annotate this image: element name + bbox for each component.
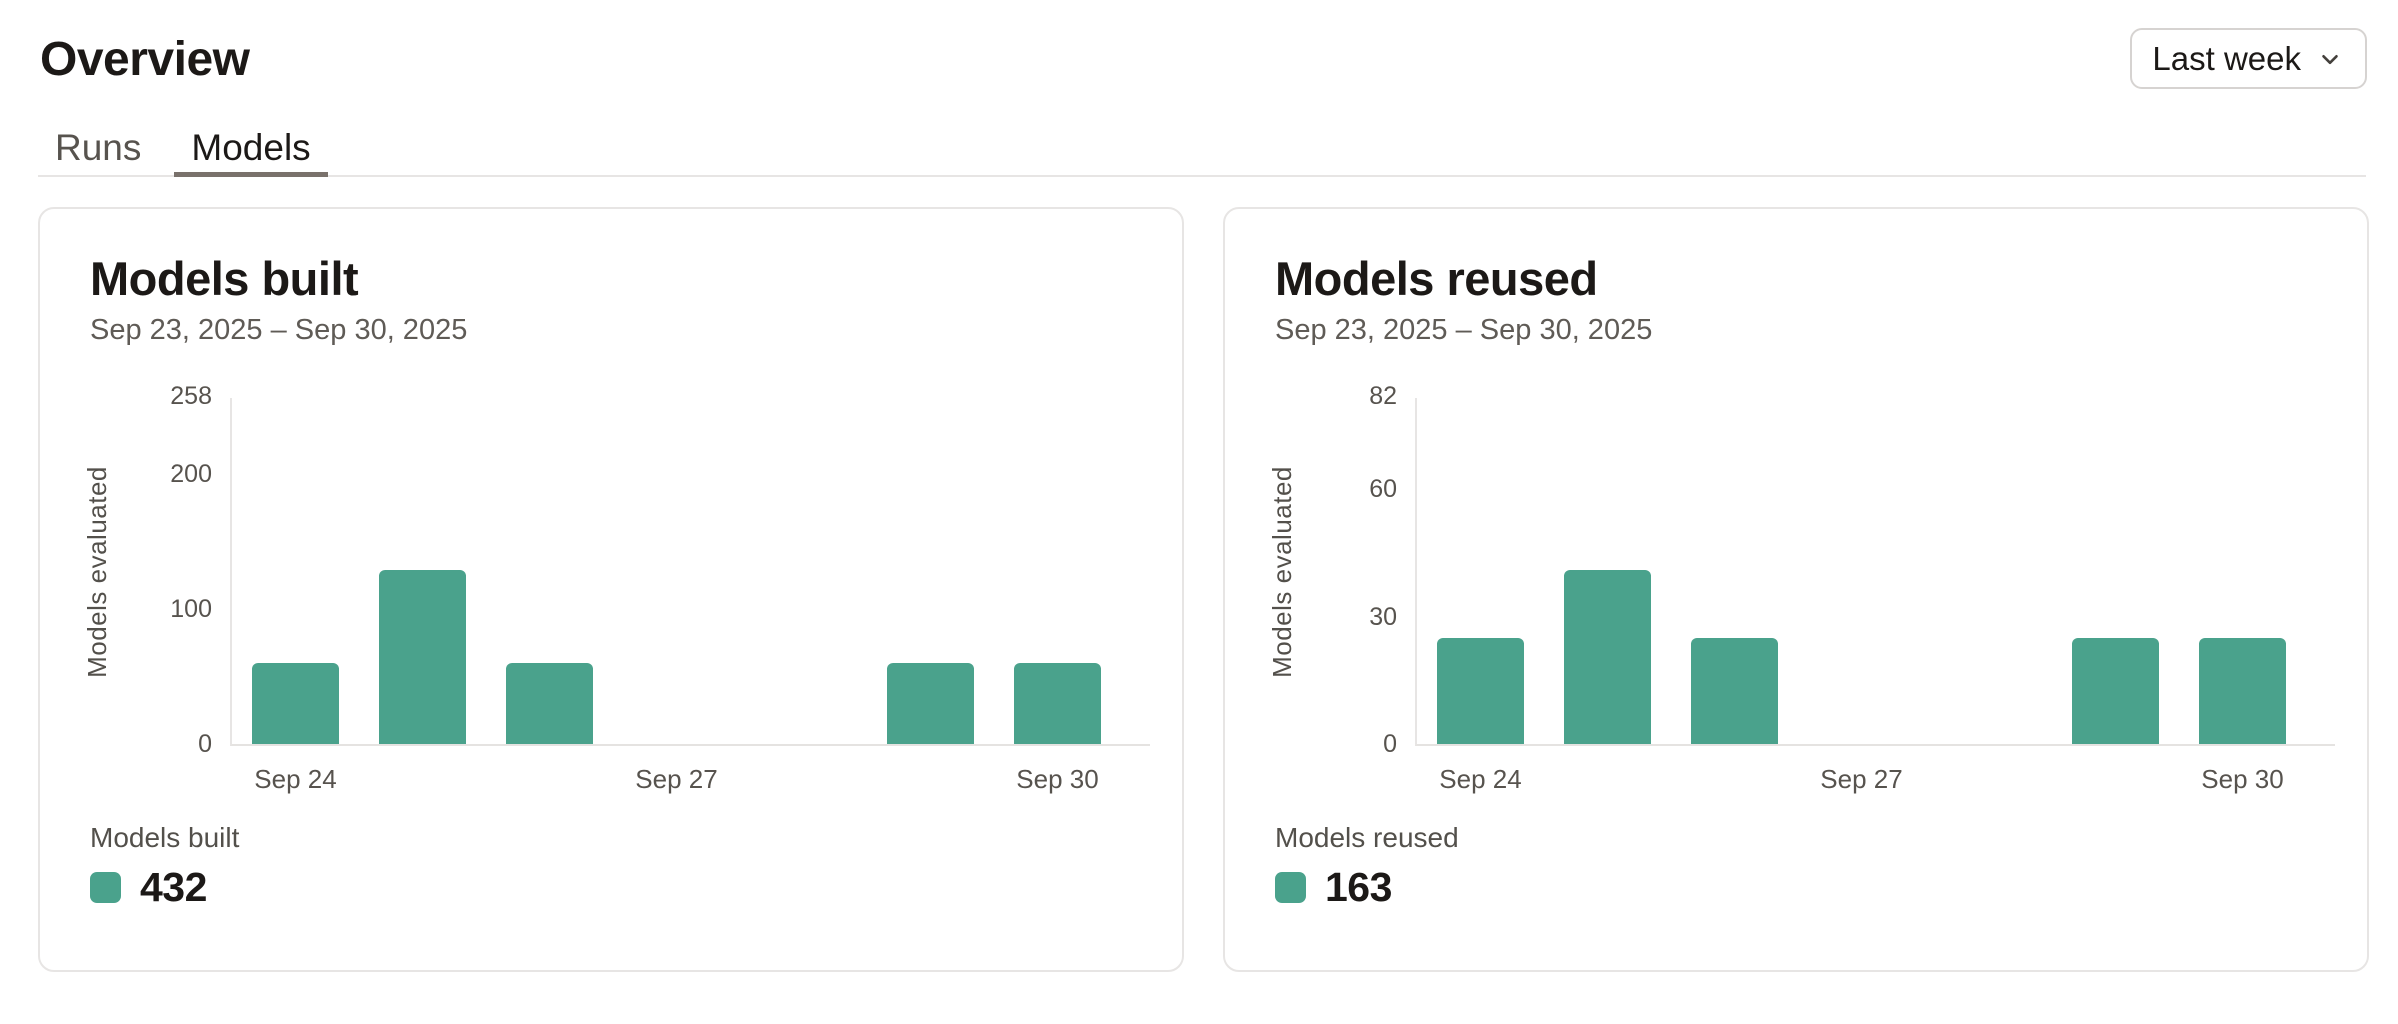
y-axis-tick-label: 100 <box>170 595 212 624</box>
bar-sep-26[interactable] <box>506 663 593 744</box>
page-title: Overview <box>40 33 250 86</box>
tab-runs[interactable]: Runs <box>55 127 142 168</box>
models-reused-card: Models reused Sep 23, 2025 – Sep 30, 202… <box>1223 207 2369 972</box>
y-axis-tick-label: 30 <box>1369 602 1397 631</box>
card-title: Models built <box>90 252 359 305</box>
card-title: Models reused <box>1275 252 1598 305</box>
card-date-range: Sep 23, 2025 – Sep 30, 2025 <box>90 314 468 346</box>
legend-row: 163 <box>1275 865 1392 909</box>
legend-label: Models reused <box>1275 822 1459 853</box>
y-axis-label: Models evaluated <box>1267 466 1297 678</box>
x-axis-tick-label: Sep 30 <box>2201 764 2284 794</box>
x-axis-tick-label: Sep 27 <box>1820 764 1903 794</box>
models-built-card: Models built Sep 23, 2025 – Sep 30, 2025… <box>38 207 1184 972</box>
legend-label: Models built <box>90 822 240 853</box>
bar-sep-30[interactable] <box>1014 663 1101 744</box>
bar-sep-26[interactable] <box>1691 638 1778 744</box>
tab-models[interactable]: Models <box>174 128 328 177</box>
total-value: 163 <box>1325 864 1392 910</box>
date-range-selector[interactable]: Last week <box>2130 28 2367 89</box>
legend-swatch <box>90 871 121 903</box>
models-built-chart: 0 100 200 258 Sep 24 Sep 27 Sep 30 <box>170 382 1150 794</box>
tab-bar: Runs Models <box>38 128 2366 177</box>
bar-sep-29[interactable] <box>887 663 974 744</box>
chevron-down-icon <box>2322 54 2338 64</box>
bar-sep-30[interactable] <box>2199 638 2286 744</box>
x-axis-tick-label: Sep 24 <box>254 764 337 794</box>
cards-row: Models built Sep 23, 2025 – Sep 30, 2025… <box>38 207 2369 972</box>
date-range-label: Last week <box>2152 39 2301 77</box>
y-axis-tick-label: 0 <box>198 730 212 758</box>
y-axis-label: Models evaluated <box>82 466 112 678</box>
legend-swatch <box>1275 871 1306 903</box>
bar-sep-25[interactable] <box>379 570 466 744</box>
x-axis-tick-label: Sep 24 <box>1439 764 1522 794</box>
legend-row: 432 <box>90 865 207 909</box>
bar-sep-29[interactable] <box>2072 638 2159 744</box>
y-axis-tick-label: 82 <box>1369 382 1397 410</box>
y-axis-tick-label: 0 <box>1383 730 1397 758</box>
y-axis-tick-label: 258 <box>170 382 212 410</box>
bar-sep-24[interactable] <box>252 663 339 744</box>
y-axis-tick-label: 200 <box>170 460 212 489</box>
y-axis-tick-label: 60 <box>1369 475 1397 504</box>
bar-sep-24[interactable] <box>1437 638 1524 744</box>
x-axis-tick-label: Sep 27 <box>635 764 718 794</box>
total-value: 432 <box>140 864 207 910</box>
card-date-range: Sep 23, 2025 – Sep 30, 2025 <box>1275 314 1653 346</box>
bar-sep-25[interactable] <box>1564 570 1651 744</box>
x-axis-tick-label: Sep 30 <box>1016 764 1099 794</box>
models-reused-chart: 0 30 60 82 Sep 24 Sep 27 Sep 30 <box>1369 382 2335 794</box>
